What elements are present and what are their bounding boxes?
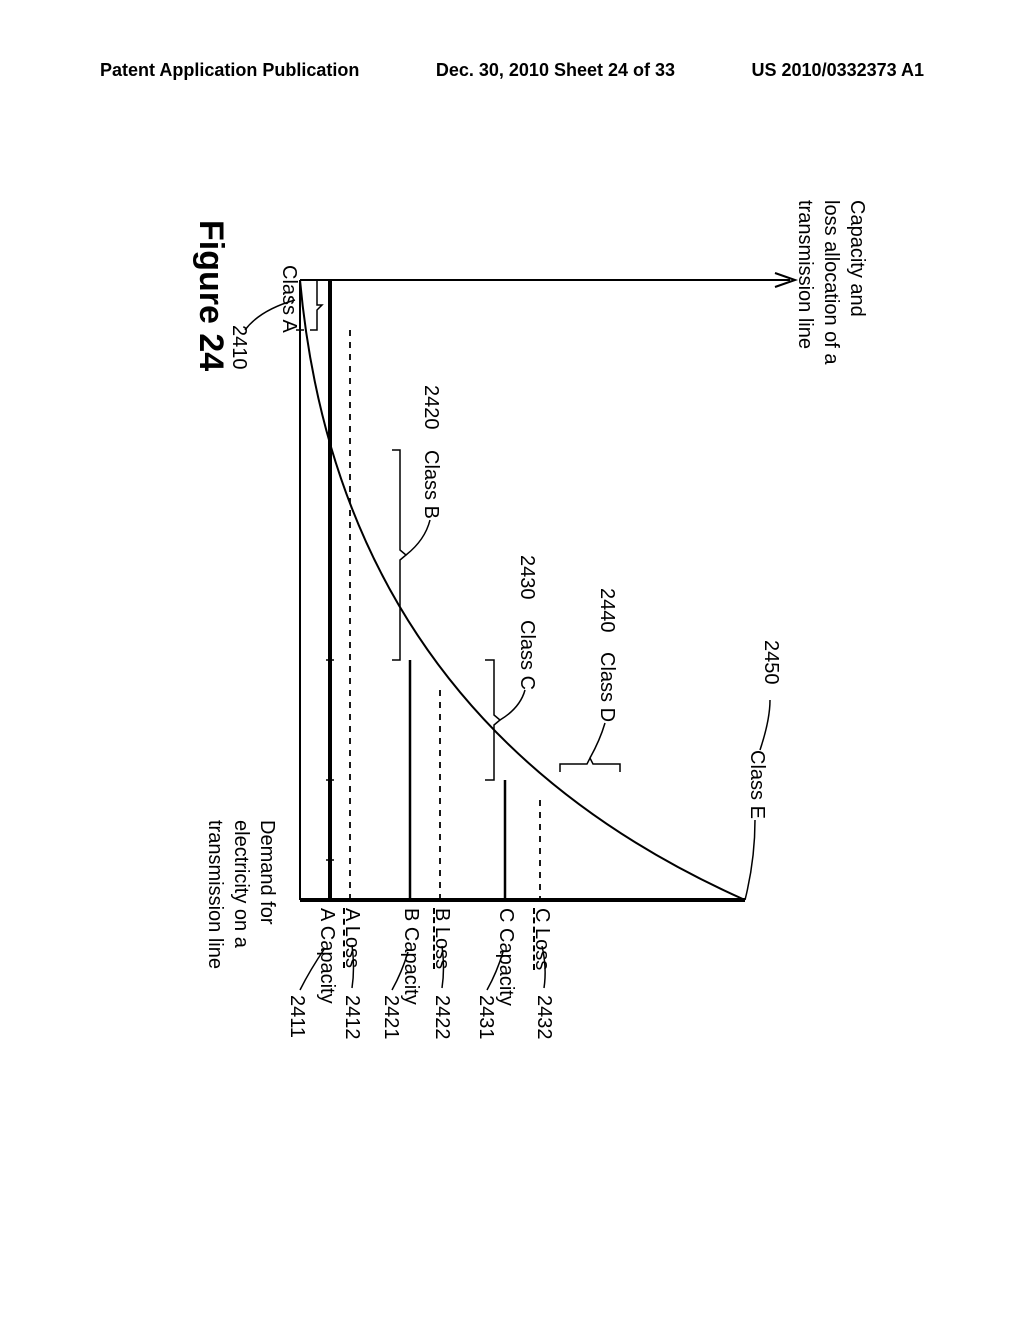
c-capacity-label: C Capacity (494, 908, 517, 1006)
y-axis-label-line2: loss allocation of a (818, 200, 844, 365)
a-loss-ref: 2412 (340, 995, 363, 1040)
c-loss-ref: 2432 (532, 995, 555, 1040)
class-b-ref: 2420 (419, 385, 442, 430)
x-axis-label-line3: transmission line (202, 820, 228, 969)
y-axis-label: Capacity and loss allocation of a transm… (792, 200, 870, 365)
c-capacity-ref: 2431 (474, 995, 497, 1040)
a-capacity-label: A Capacity (315, 908, 338, 1004)
b-capacity-ref: 2421 (379, 995, 402, 1040)
x-axis-label: Demand for electricity on a transmission… (202, 820, 280, 969)
header-right: US 2010/0332373 A1 (752, 60, 924, 81)
class-d-ref: 2440 (595, 588, 618, 633)
c-loss-label: C Loss (530, 908, 553, 970)
b-loss-ref: 2422 (430, 995, 453, 1040)
class-c-ref: 2430 (515, 555, 538, 600)
a-capacity-ref: 2411 (285, 995, 308, 1038)
x-axis-label-line1: Demand for (254, 820, 280, 969)
class-c-label: Class C (515, 620, 538, 690)
figure-24-diagram: Capacity and loss allocation of a transm… (120, 160, 900, 1220)
rotated-figure-wrap: Capacity and loss allocation of a transm… (0, 300, 1024, 1080)
class-e-label: Class E (745, 750, 768, 819)
b-loss-label: B Loss (430, 908, 453, 969)
class-d-label: Class D (595, 652, 618, 722)
y-axis-label-line1: Capacity and (844, 200, 870, 365)
class-b-label: Class B (419, 450, 442, 519)
class-e-ref: 2450 (759, 640, 782, 685)
b-capacity-label: B Capacity (399, 908, 422, 1005)
header-left: Patent Application Publication (100, 60, 359, 81)
x-axis-label-line2: electricity on a (228, 820, 254, 969)
a-loss-label: A Loss (340, 908, 363, 968)
chart-svg (120, 160, 900, 1220)
y-axis-label-line3: transmission line (792, 200, 818, 365)
figure-caption: Figure 24 (191, 220, 230, 371)
header-center: Dec. 30, 2010 Sheet 24 of 33 (436, 60, 675, 81)
class-a-ref: 2410 (227, 325, 250, 370)
class-a-label: Class A (277, 265, 300, 333)
